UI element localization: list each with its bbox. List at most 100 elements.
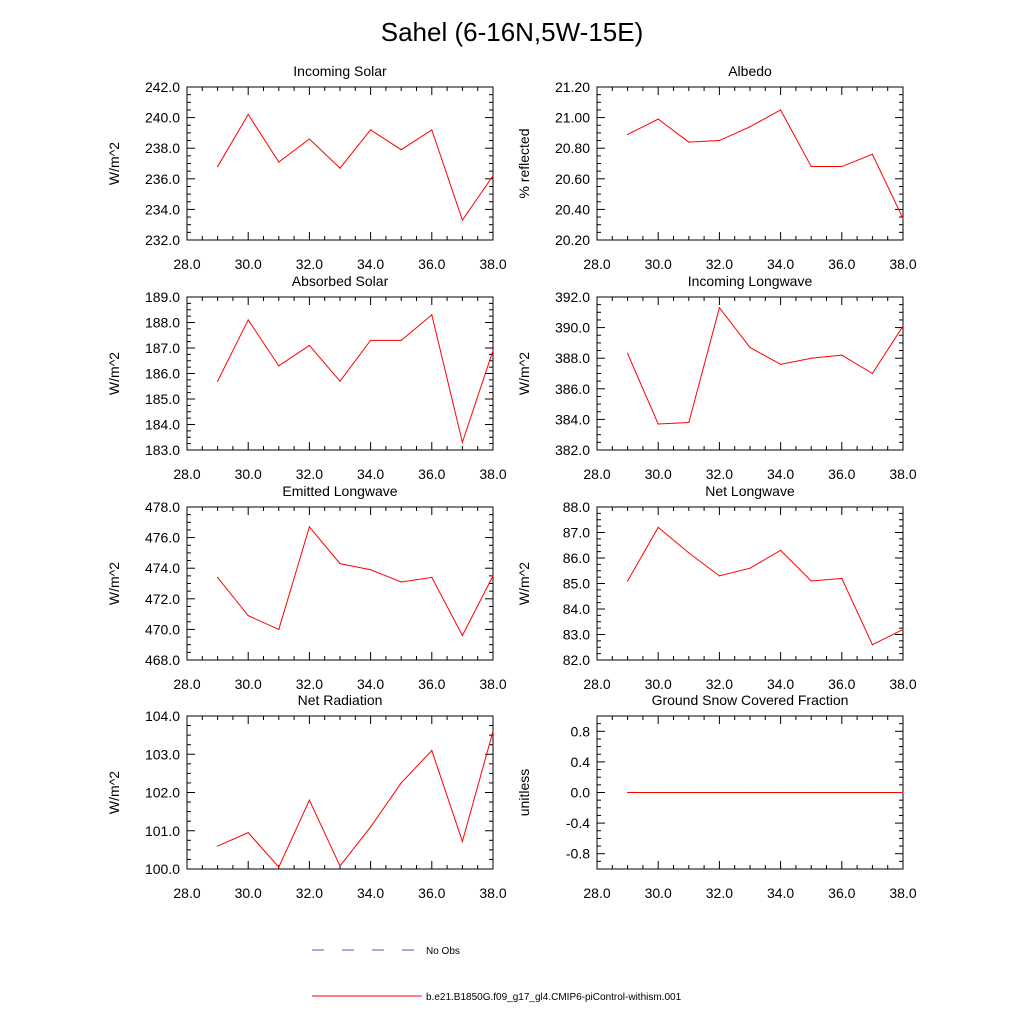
x-tick-label: 30.0 (645, 676, 672, 692)
data-point (749, 126, 751, 128)
x-tick-label: 38.0 (479, 256, 506, 272)
data-point (810, 165, 812, 168)
y-tick-label: 384.0 (555, 411, 590, 427)
x-tick-label: 36.0 (828, 256, 855, 272)
data-point (657, 791, 659, 794)
x-tick-label: 36.0 (828, 676, 855, 692)
x-tick-label: 36.0 (828, 466, 855, 482)
y-tick-label: 240.0 (145, 110, 180, 126)
x-tick-label: 38.0 (889, 466, 916, 482)
y-tick-label: 0.8 (571, 723, 591, 739)
data-point (492, 730, 494, 732)
data-point (461, 840, 463, 843)
series-line (217, 525, 494, 637)
data-point (217, 845, 219, 847)
data-point (780, 791, 782, 794)
x-tick-label: 30.0 (235, 676, 262, 692)
data-point (718, 139, 721, 142)
y-tick-label: 392.0 (555, 289, 590, 305)
x-tick-label: 36.0 (418, 466, 445, 482)
data-point (627, 580, 629, 582)
data-point (217, 576, 219, 578)
x-tick-label: 32.0 (296, 256, 323, 272)
legend-label-obs: No Obs (426, 946, 460, 957)
x-tick-label: 34.0 (357, 256, 384, 272)
y-tick-label: 84.0 (563, 601, 590, 617)
y-tick-label: 242.0 (145, 79, 180, 95)
panel-emitted-longwave: Emitted Longwave W/m^2 28.0 30.0 32.0 34.0 36.… (106, 483, 507, 692)
figure-title: Sahel (6-16N,5W-15E) (381, 17, 644, 47)
data-point (841, 577, 843, 580)
panel-incoming-longwave: Incoming Longwave W/m^2 28.0 30.0 32.0 34.0 36… (516, 273, 917, 482)
legend-entry-model: b.e21.B1850G.f09_g17_gl4.CMIP6-piControl… (312, 992, 682, 1003)
x-tick-label: 36.0 (418, 885, 445, 901)
data-point (431, 129, 433, 131)
plot-frame (596, 296, 904, 451)
x-tick-label: 32.0 (296, 676, 323, 692)
panel-title: Incoming Solar (293, 63, 387, 79)
y-axis-label: W/m^2 (516, 562, 532, 605)
x-tick-label: 30.0 (645, 885, 672, 901)
data-point (461, 219, 463, 221)
data-point (749, 791, 751, 794)
y-tick-label: -0.8 (566, 846, 590, 862)
x-tick-label: 32.0 (296, 466, 323, 482)
data-point (400, 339, 402, 341)
data-point (688, 141, 690, 143)
data-point (627, 353, 629, 355)
y-tick-label: 101.0 (145, 823, 180, 839)
data-point (339, 167, 341, 169)
data-point (841, 165, 843, 168)
x-tick-label: 34.0 (767, 885, 794, 901)
data-point (400, 581, 402, 583)
panel-title: Albedo (728, 63, 772, 79)
legend: No Obs b.e21.B1850G.f09_g17_gl4.CMIP6-pi… (312, 946, 682, 1003)
y-tick-label: 188.0 (145, 315, 180, 331)
x-tick-label: 30.0 (235, 885, 262, 901)
y-tick-label: 478.0 (145, 499, 180, 515)
x-tick-label: 38.0 (479, 676, 506, 692)
plot-frame (596, 86, 904, 241)
x-tick-label: 30.0 (645, 466, 672, 482)
y-tick-label: 183.0 (145, 442, 180, 458)
data-point (657, 526, 659, 529)
data-point (492, 575, 494, 577)
y-tick-label: 388.0 (555, 350, 590, 366)
data-point (370, 129, 372, 131)
y-tick-label: 386.0 (555, 381, 590, 397)
y-tick-label: 184.0 (145, 417, 180, 433)
panel-title: Emitted Longwave (282, 483, 397, 499)
y-tick-label: 390.0 (555, 320, 590, 336)
data-point (780, 363, 782, 365)
data-point (688, 552, 690, 554)
y-tick-label: 21.20 (555, 79, 590, 95)
x-tick-label: 38.0 (889, 676, 916, 692)
y-tick-label: 86.0 (563, 550, 590, 566)
data-point (902, 217, 904, 220)
data-point (431, 576, 433, 578)
y-axis-label: W/m^2 (106, 142, 122, 185)
y-tick-label: 103.0 (145, 746, 180, 762)
y-tick-label: 20.80 (555, 140, 590, 156)
y-axis-label: W/m^2 (106, 771, 122, 814)
data-point (657, 423, 659, 425)
x-tick-label: 28.0 (583, 676, 610, 692)
data-point (749, 567, 751, 569)
panel-incoming-solar: Incoming Solar W/m^2 28.0 30.0 32.0 34.0 36.0 3… (106, 63, 507, 272)
data-point (308, 138, 310, 140)
panel-title: Ground Snow Covered Fraction (652, 692, 849, 708)
x-tick-label: 32.0 (706, 466, 733, 482)
y-tick-label: 232.0 (145, 232, 180, 248)
y-tick-label: 185.0 (145, 391, 180, 407)
x-tick-label: 28.0 (173, 466, 200, 482)
y-tick-label: 468.0 (145, 652, 180, 668)
x-tick-label: 30.0 (235, 256, 262, 272)
y-tick-label: 82.0 (563, 652, 590, 668)
y-tick-label: 187.0 (145, 340, 180, 356)
x-tick-label: 36.0 (418, 676, 445, 692)
data-point (871, 372, 874, 375)
y-axis-label: % reflected (516, 128, 532, 198)
x-tick-label: 38.0 (889, 256, 916, 272)
legend-label-model: b.e21.B1850G.f09_g17_gl4.CMIP6-piControl… (426, 992, 682, 1003)
